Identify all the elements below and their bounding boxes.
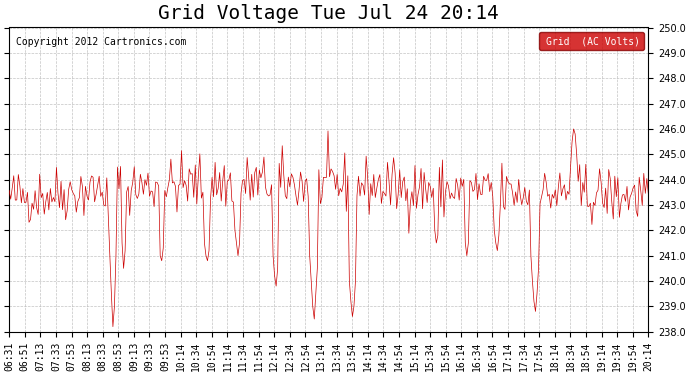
Legend: Grid  (AC Volts): Grid (AC Volts) — [539, 32, 644, 50]
Text: Copyright 2012 Cartronics.com: Copyright 2012 Cartronics.com — [16, 37, 186, 46]
Title: Grid Voltage Tue Jul 24 20:14: Grid Voltage Tue Jul 24 20:14 — [159, 4, 499, 23]
